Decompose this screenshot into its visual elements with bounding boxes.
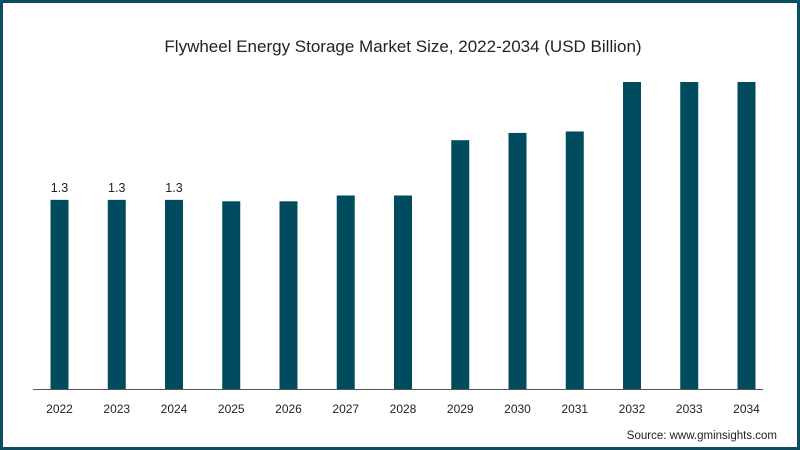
source-note: Source: www.gminsights.com	[626, 430, 777, 442]
x-tick-label-2033: 2033	[676, 402, 703, 416]
data-label-2023: 1.3	[108, 181, 125, 195]
x-tick-label-2025: 2025	[218, 402, 245, 416]
x-tick-label-2029: 2029	[447, 402, 474, 416]
bar-2032	[623, 82, 641, 389]
x-tick-label-2027: 2027	[332, 402, 359, 416]
x-tick-label-2024: 2024	[161, 402, 188, 416]
bar-2026	[279, 201, 298, 389]
bar-2031	[565, 131, 584, 389]
x-tick-label-2023: 2023	[103, 402, 130, 416]
bar-2025	[222, 201, 241, 389]
x-tick-label-2026: 2026	[275, 402, 302, 416]
x-tick-label-2034: 2034	[733, 402, 760, 416]
x-tick-label-2022: 2022	[46, 402, 73, 416]
bar-2033	[680, 82, 699, 389]
bar-2029	[451, 140, 470, 389]
x-tick-label-2030: 2030	[504, 402, 531, 416]
bar-2022	[50, 199, 69, 389]
x-tick-label-2028: 2028	[390, 402, 417, 416]
bar-2028	[394, 195, 412, 389]
x-tick-label-2031: 2031	[561, 402, 588, 416]
data-label-2022: 1.3	[51, 181, 68, 195]
chart-title: Flywheel Energy Storage Market Size, 202…	[164, 37, 642, 56]
bar-2024	[165, 199, 183, 389]
bar-2034	[737, 82, 756, 389]
x-tick-label-2032: 2032	[619, 402, 646, 416]
bar-2023	[107, 199, 126, 389]
bar-chart: 1.3 2022 1.3 2023 1.3 2024 2025 2026 2027 2028 202…	[33, 82, 763, 416]
bar-2027	[336, 195, 355, 389]
data-label-2024: 1.3	[165, 181, 182, 195]
bar-2030	[508, 132, 527, 390]
